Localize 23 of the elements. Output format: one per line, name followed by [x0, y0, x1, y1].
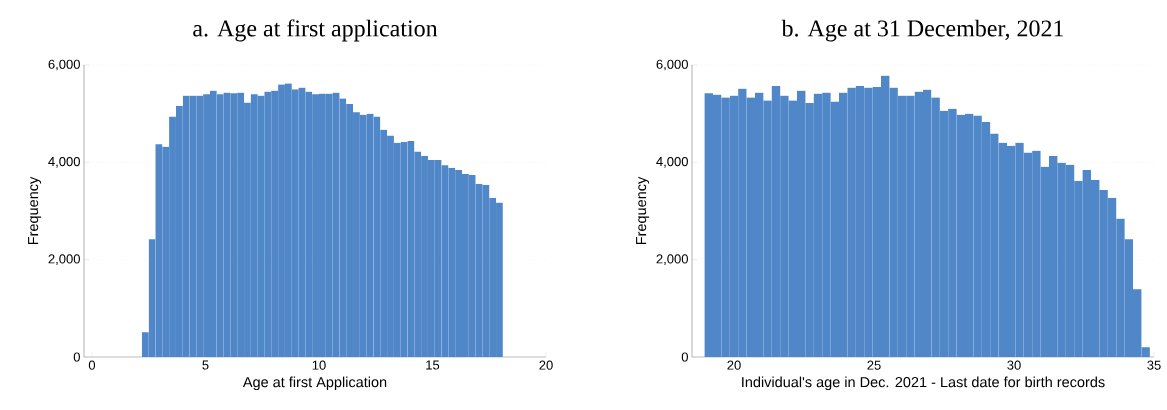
- x-tick-label: 10: [312, 360, 326, 370]
- y-tick-label: 2,000: [48, 254, 80, 266]
- y-tick-label: 0: [681, 352, 688, 362]
- x-tick-label: 5: [202, 360, 209, 370]
- y-tick-label: 4,000: [48, 156, 80, 168]
- y-tick-label: 0: [73, 352, 80, 362]
- y-axis-title: Frequency: [28, 176, 42, 245]
- x-tick-label: 35: [1147, 360, 1161, 370]
- y-tick-label: 6,000: [656, 59, 688, 71]
- x-tick-label: 0: [88, 360, 96, 370]
- y-tick-label: 2,000: [656, 254, 688, 266]
- chart-title: a. Age at first application: [193, 19, 438, 42]
- y-tick-label: 6,000: [48, 59, 80, 71]
- x-axis-title: Age at first Application: [242, 376, 387, 391]
- y-tick-label: 4,000: [656, 156, 688, 168]
- x-tick-label: 25: [867, 360, 881, 370]
- x-tick-label: 30: [1007, 360, 1021, 370]
- x-tick-label: 20: [727, 360, 741, 370]
- y-axis-title: Frequency: [636, 176, 650, 245]
- x-tick-label: 20: [539, 360, 553, 370]
- chart-title: b. Age at 31 December, 2021: [781, 19, 1064, 42]
- x-axis-title: Individual's age in Dec. 2021 - Last date for birth records: [742, 376, 1105, 391]
- x-tick-label: 15: [426, 360, 440, 370]
